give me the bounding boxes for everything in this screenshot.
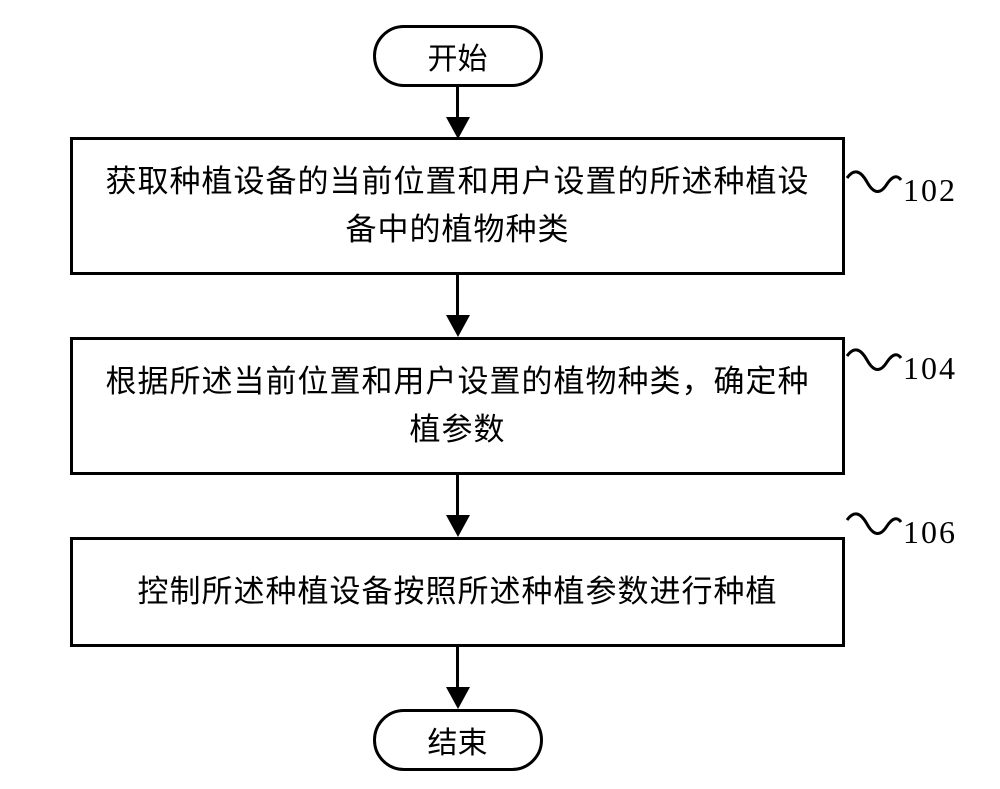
squiggle-path: [847, 514, 901, 534]
process-step-106: 控制所述种植设备按照所述种植参数进行种植: [70, 537, 845, 647]
end-terminal: 结束: [373, 709, 543, 771]
arrow-4: [70, 647, 845, 709]
squiggle-path: [847, 172, 901, 192]
process-text: 根据所述当前位置和用户设置的植物种类，确定种植参数: [106, 364, 810, 447]
step-label-106: 106: [903, 514, 957, 551]
step-label-102: 102: [903, 172, 957, 209]
start-label: 开始: [428, 34, 488, 78]
squiggle-path: [847, 350, 901, 370]
process-step-104: 根据所述当前位置和用户设置的植物种类，确定种植参数: [70, 337, 845, 475]
arrow-1: [70, 87, 845, 137]
step-label-104: 104: [903, 350, 957, 387]
process-text: 获取种植设备的当前位置和用户设置的所述种植设备中的植物种类: [106, 164, 810, 247]
squiggle-icon: [845, 512, 905, 548]
squiggle-icon: [845, 348, 905, 384]
squiggle-icon: [845, 170, 905, 206]
start-terminal: 开始: [373, 25, 543, 87]
process-text: 控制所述种植设备按照所述种植参数进行种植: [138, 574, 778, 609]
start-row: 开始: [70, 25, 845, 87]
arrow-2: [70, 275, 845, 337]
process-step-102: 获取种植设备的当前位置和用户设置的所述种植设备中的植物种类: [70, 137, 845, 275]
end-row: 结束: [70, 709, 845, 771]
arrow-3: [70, 475, 845, 537]
flowchart-container: 开始 获取种植设备的当前位置和用户设置的所述种植设备中的植物种类 根据所述当前位…: [70, 25, 930, 771]
end-label: 结束: [428, 718, 488, 762]
